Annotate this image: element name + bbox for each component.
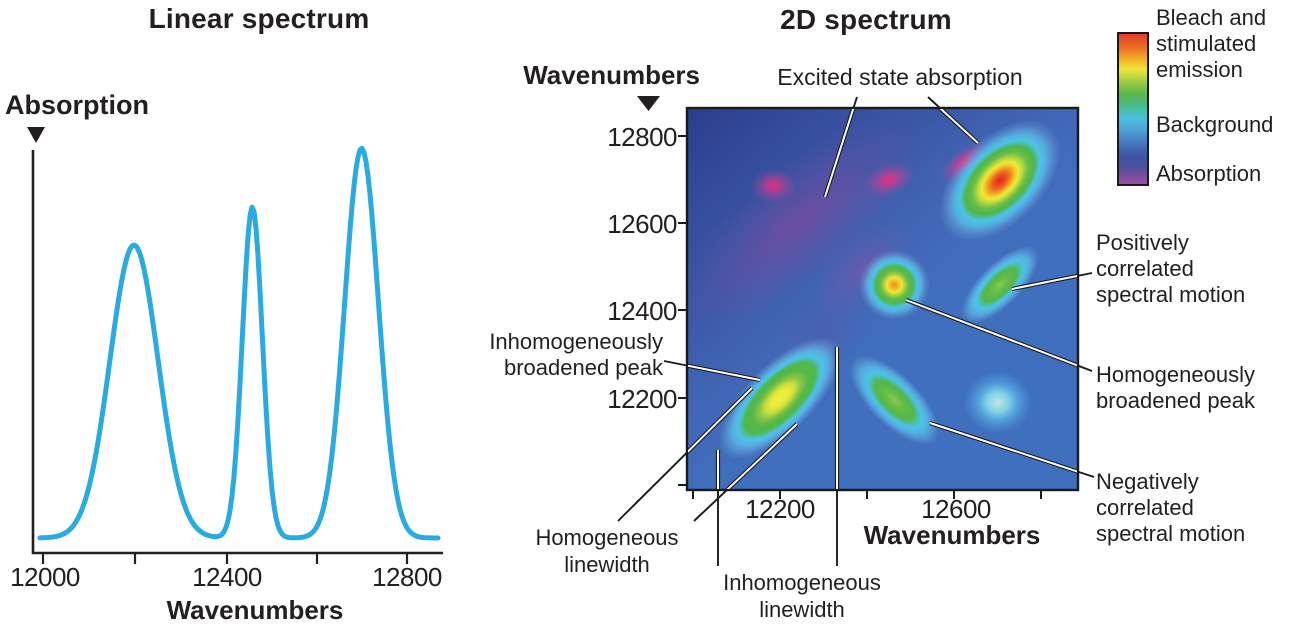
- map-peak-magenta: [862, 161, 916, 198]
- annotation-lines: [617, 96, 1095, 566]
- wavenumbers-y-axis-arrow-icon: [637, 96, 660, 111]
- map-peak-pale-cyan: [963, 371, 1033, 434]
- y-tick-12800: 12800: [607, 122, 677, 152]
- x-tick-12000: 12000: [10, 562, 80, 592]
- map-peak-yellow: [719, 337, 841, 459]
- y-tick-12400: 12400: [607, 296, 677, 326]
- 2d-spectrum-map: [637, 96, 1080, 499]
- map-peak-red: [939, 119, 1061, 242]
- annotation-excited-state-absorption: Excited state absorption: [777, 64, 1023, 90]
- map-peak-orange: [859, 250, 930, 320]
- map-x-tick-12200: 12200: [745, 494, 815, 524]
- annotation-inhomogeneously-broadened: Inhomogeneously broadened peak: [489, 329, 663, 380]
- linear-spectrum-plot: [27, 127, 443, 564]
- map-content: [688, 109, 1077, 489]
- map-border: [685, 106, 1080, 492]
- annotation-lines-inner-white: [688, 109, 1077, 489]
- esa-diffuse-band: [688, 116, 921, 328]
- annotation-homogeneous-linewidth: Homogeneous linewidth: [535, 525, 679, 577]
- y-tick-12200: 12200: [607, 384, 677, 414]
- absorption-spectrum-curve: [37, 145, 441, 541]
- 2d-y-axis-label: Wavenumbers: [523, 60, 700, 90]
- map-x-tick-12600: 12600: [921, 494, 991, 524]
- legend-background-label: Background: [1156, 112, 1274, 137]
- colorbar: [1117, 32, 1149, 186]
- annotation-positively-correlated: Positively correlated spectral motion: [1096, 230, 1246, 307]
- x-tick-12400: 12400: [192, 562, 262, 592]
- linear-spectrum-axes: [31, 150, 443, 555]
- legend-absorption-label: Absorption: [1156, 161, 1262, 186]
- map-peak-magenta: [750, 168, 797, 204]
- map-axis-ticks: [678, 135, 1042, 499]
- y-tick-12600: 12600: [607, 209, 677, 239]
- legend-bleach-label: Bleach and stimulated emission: [1156, 5, 1267, 82]
- linear-spectrum-x-ticks: [41, 553, 409, 564]
- map-peak-green: [849, 355, 940, 445]
- x-tick-12800: 12800: [372, 562, 442, 592]
- annotation-negatively-correlated: Negatively correlated spectral motion: [1096, 469, 1246, 546]
- absorption-axis-label: Absorption: [5, 90, 149, 120]
- annotation-homogeneously-broadened: Homogeneously broadened peak: [1096, 362, 1256, 413]
- linear-spectrum-title: Linear spectrum: [148, 3, 370, 34]
- linear-x-axis-label: Wavenumbers: [166, 595, 344, 625]
- map-peak-green: [961, 246, 1039, 324]
- annotation-inhomogeneous-linewidth: Inhomogeneous linewidth: [723, 570, 881, 622]
- 2d-spectrum-title: 2D spectrum: [780, 4, 952, 35]
- 2d-x-axis-label: Wavenumbers: [863, 520, 1041, 550]
- absorption-axis-arrow-icon: [27, 127, 45, 143]
